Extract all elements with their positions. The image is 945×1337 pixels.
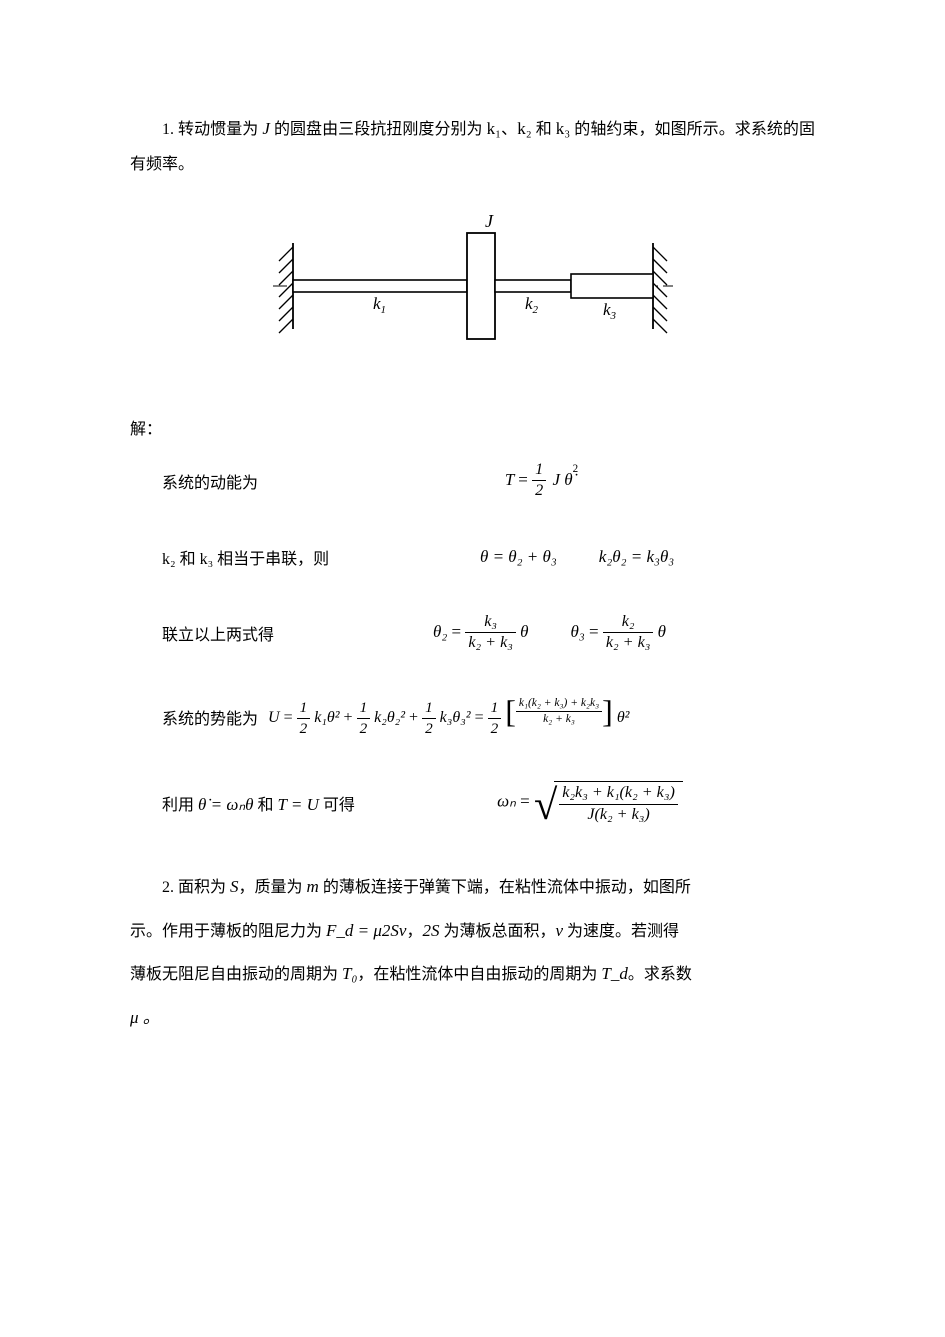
problem2-line2: 示。作用于薄板的阻尼力为 F_d = μ2Sν，2S 为薄板总面积，ν 为速度。… xyxy=(130,912,815,949)
s1-den: 2 xyxy=(532,481,546,501)
problem2-line4: μ 。 xyxy=(130,999,815,1036)
s3-eq2-lhs: θ₃ xyxy=(571,622,585,641)
s4-label: 系统的势能为 xyxy=(130,705,268,729)
s3-eq2-tail: θ xyxy=(658,622,666,641)
s4-br-num: k₁(k₂ + k₃) + k₂k₃ xyxy=(516,697,602,712)
shaft-k1 xyxy=(293,280,467,292)
s5-lhs: ωₙ xyxy=(497,792,516,811)
p1-sep1: 、 xyxy=(501,121,517,138)
page: 1. 转动惯量为 J 的圆盘由三段抗扭刚度分别为 k₁、k₂ 和 k₃ 的轴约束… xyxy=(0,0,945,1337)
s4-equation: U = 12 k₁θ² + 12 k₂θ₂² + 12 k₃θ₃² = 12 [… xyxy=(268,697,815,737)
s3-label: 联立以上两式得 xyxy=(130,621,284,645)
s5-equation: ωₙ = √ k₂k₃ + k₁(k₂ + k₃) J(k₂ + k₃) xyxy=(365,781,815,824)
problem2-line1: 2. 面积为 S，质量为 m 的薄板连接于弹簧下端，在粘性流体中振动，如图所 xyxy=(130,868,815,905)
s1-num: 1 xyxy=(532,461,546,482)
p1-k3: k₃ xyxy=(556,119,570,138)
right-wall xyxy=(653,243,667,333)
s1-equation: T = 1 2 J θ̇2 xyxy=(268,461,815,501)
s1-label: 系统的动能为 xyxy=(130,469,268,493)
p1-text-2: 的圆盘由三段抗扭刚度分别为 xyxy=(270,121,487,138)
step-natural-frequency: 利用 θ̇ = ωₙθ 和 T = U 可得 ωₙ = √ k₂k₃ + k₁(… xyxy=(130,781,815,824)
step-kinetic-energy: 系统的动能为 T = 1 2 J θ̇2 xyxy=(130,461,815,501)
label-k2: k2 xyxy=(525,294,539,316)
label-k1: k1 xyxy=(373,294,386,316)
problem1-statement: 1. 转动惯量为 J 的圆盘由三段抗扭刚度分别为 k₁、k₂ 和 k₃ 的轴约束… xyxy=(130,110,815,183)
problem2-line3: 薄板无阻尼自由振动的周期为 T₀，在粘性流体中自由振动的周期为 T_d。求系数 xyxy=(130,955,815,992)
s3-equations: θ₂ = k₃ k₂ + k₃ θ θ₃ = k₂ k₂ + k₃ θ xyxy=(284,613,815,653)
s5-rad-den: J(k₂ + k₃) xyxy=(559,805,678,825)
torsion-system-diagram: J k1 k2 k3 xyxy=(271,213,675,359)
s3-eq1-num: k₃ xyxy=(465,613,516,634)
figure-wrap: J k1 k2 k3 xyxy=(130,213,815,359)
left-wall xyxy=(279,243,293,333)
p1-k1: k₁ xyxy=(487,119,501,138)
disk-J xyxy=(467,233,495,339)
s1-sup: 2 xyxy=(573,463,579,475)
p1-text-1: 1. 转动惯量为 xyxy=(162,121,262,138)
step-solve-theta: 联立以上两式得 θ₂ = k₃ k₂ + k₃ θ θ₃ = k₂ k₂ + k… xyxy=(130,613,815,653)
s3-eq1-den: k₂ + k₃ xyxy=(465,633,516,653)
s1-lhs: T xyxy=(505,470,514,489)
shaft-k2 xyxy=(495,280,571,292)
p1-sep2: 和 xyxy=(532,121,556,138)
s3-eq2-num: k₂ xyxy=(603,613,654,634)
p1-J: J xyxy=(262,119,270,138)
label-k3: k3 xyxy=(603,300,617,322)
s5-rad-num: k₂k₃ + k₁(k₂ + k₃) xyxy=(559,784,678,805)
s3-eq1-lhs: θ₂ xyxy=(433,622,447,641)
s3-eq2-den: k₂ + k₃ xyxy=(603,633,654,653)
solution-label: 解： xyxy=(130,415,815,439)
shaft-k3 xyxy=(571,274,653,298)
s5-label: 利用 θ̇ = ωₙθ 和 T = U 可得 xyxy=(130,791,365,815)
step-series: k₂ 和 k₃ 相当于串联，则 θ = θ₂ + θ₃ k₂θ₂ = k₃θ₃ xyxy=(130,545,815,569)
s2-equations: θ = θ₂ + θ₃ k₂θ₂ = k₃θ₃ xyxy=(339,547,815,567)
s3-eq1-tail: θ xyxy=(520,622,528,641)
p1-k2: k₂ xyxy=(517,119,531,138)
s4-br-den: k₂ + k₃ xyxy=(516,712,602,726)
s2-eq1: θ = θ₂ + θ₃ xyxy=(480,547,557,567)
label-J: J xyxy=(485,213,494,231)
step-potential-energy: 系统的势能为 U = 12 k₁θ² + 12 k₂θ₂² + 12 k₃θ₃²… xyxy=(130,697,815,737)
s4-tail: θ² xyxy=(617,709,630,726)
s1-tail: J θ̇ xyxy=(552,470,572,489)
s2-eq2: k₂θ₂ = k₃θ₃ xyxy=(599,547,674,567)
s4-U: U xyxy=(268,709,280,726)
s2-label: k₂ 和 k₃ 相当于串联，则 xyxy=(130,545,339,569)
